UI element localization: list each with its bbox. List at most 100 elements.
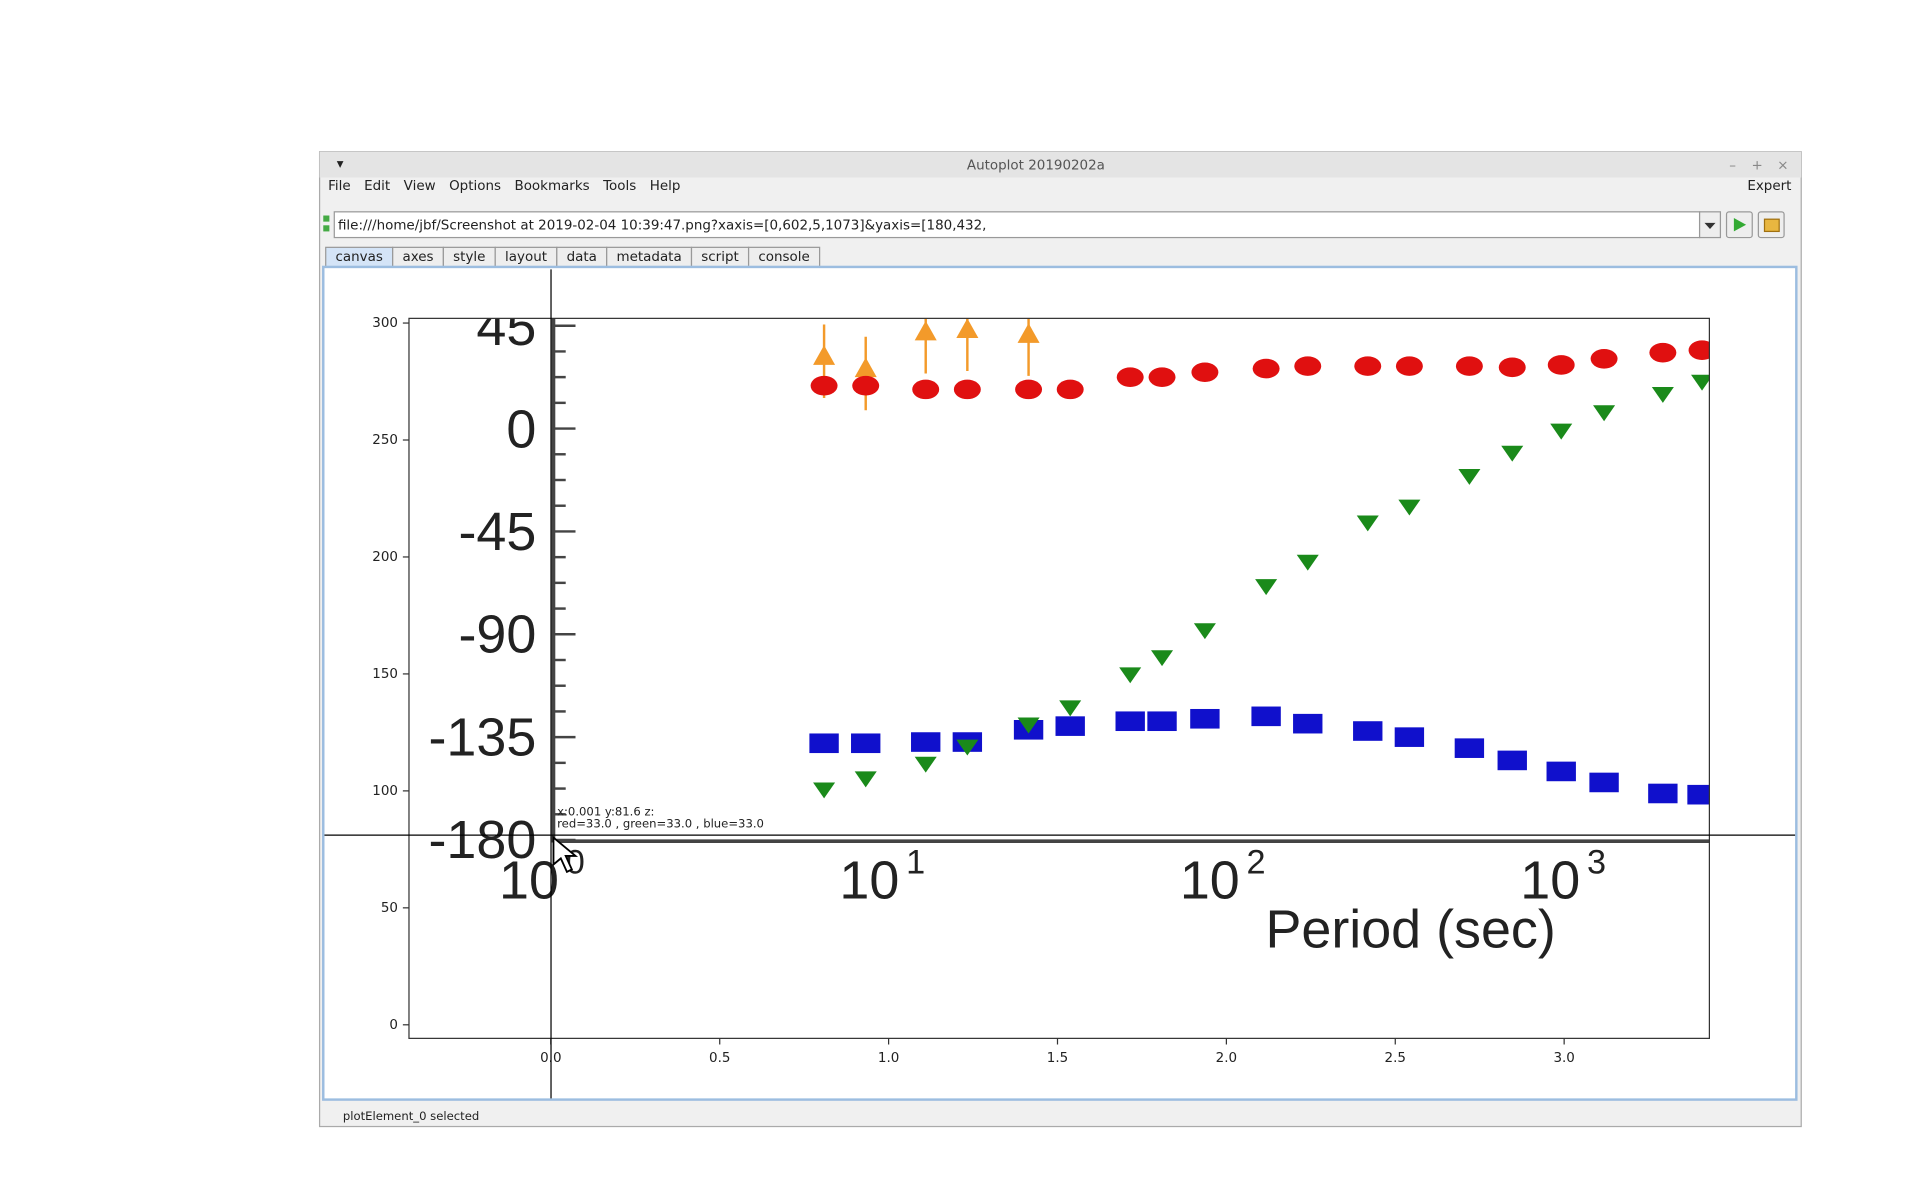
image-marker-blue <box>1353 721 1383 741</box>
close[interactable]: × <box>1777 158 1788 173</box>
image-marker-red <box>1590 348 1618 369</box>
tab-bar: canvas axes style layout data metadata script c… <box>325 246 821 268</box>
address-field[interactable] <box>333 211 1701 239</box>
image-marker-green <box>1059 700 1082 717</box>
tab[interactable]: data <box>556 246 608 268</box>
image-x-label-exp: 3 <box>1587 844 1606 882</box>
image-marker-blue <box>1648 783 1678 804</box>
tab[interactable]: layout <box>494 246 558 268</box>
tab[interactable]: axes <box>392 246 444 268</box>
tab-label: script <box>701 250 739 265</box>
status-bar: plotElement_0 selected <box>343 1109 479 1123</box>
x-tick-label: 1.0 <box>878 1051 899 1066</box>
tab[interactable]: style <box>442 246 496 268</box>
tab-label: canvas <box>336 250 383 265</box>
image-marker-red <box>1395 356 1423 376</box>
tab[interactable]: canvas <box>325 246 394 268</box>
tab-label: style <box>453 250 485 265</box>
image-y-label: -90 <box>458 605 536 665</box>
image-marker-green <box>1593 405 1616 422</box>
image-marker-green <box>1017 717 1040 734</box>
image-marker-orange <box>813 345 836 365</box>
image-marker-blue <box>911 732 941 752</box>
y-tick-label: 300 <box>372 316 398 331</box>
image-marker-blue <box>1589 772 1619 793</box>
image-marker-blue <box>1055 716 1085 736</box>
image-marker-blue <box>1687 784 1710 805</box>
image-marker-red <box>1455 356 1483 376</box>
image-marker-blue <box>851 733 881 754</box>
image-marker-green <box>1398 499 1421 516</box>
image-x-label: 10 <box>499 850 559 910</box>
image-marker-red <box>912 379 940 400</box>
image-marker-red <box>1252 358 1280 379</box>
image-background <box>408 318 1710 1039</box>
y-tick-label: 100 <box>372 784 398 799</box>
window-menu-icon[interactable]: ▾ <box>337 157 344 172</box>
image-marker-blue <box>1190 708 1220 729</box>
menu-item[interactable]: File <box>328 179 351 194</box>
image-x-title: Period (sec) <box>1265 899 1555 959</box>
image-marker-green <box>1651 386 1674 403</box>
image-marker-green <box>956 739 979 756</box>
x-tick-label: 1.5 <box>1047 1051 1068 1066</box>
menu-item[interactable]: Options <box>449 179 501 194</box>
crosshair-rgb: red=33.0 , green=33.0 , blue=33.0 <box>557 817 764 831</box>
tab[interactable]: metadata <box>606 246 693 268</box>
y-tick-label: 50 <box>381 901 398 916</box>
mode-menu[interactable]: Expert <box>1747 179 1791 194</box>
y-tick-label: 0 <box>389 1018 398 1033</box>
image-marker-green <box>1119 667 1142 684</box>
image-marker-blue <box>1497 750 1527 771</box>
image-y-label: -180 <box>429 810 537 870</box>
image-x-label-exp: 2 <box>1247 844 1266 882</box>
menu-item[interactable]: View <box>404 179 436 194</box>
image-marker-green <box>1255 579 1278 596</box>
image-marker-green <box>1151 650 1174 667</box>
image-marker-blue <box>1147 711 1177 732</box>
title-bar <box>319 151 1802 178</box>
image-marker-green <box>1501 445 1524 462</box>
image-marker-red <box>1191 362 1219 383</box>
crosshair-readout: x:0.001 y:81.6 z: <box>557 804 654 818</box>
image-x-label: 10 <box>1520 850 1580 910</box>
tab-label: metadata <box>617 250 682 265</box>
mouse-pointer <box>552 835 579 874</box>
maximize[interactable]: + <box>1752 158 1763 173</box>
image-marker-green <box>1458 468 1481 485</box>
window-title: Autoplot 20190202a <box>967 158 1105 173</box>
menu-item[interactable]: Tools <box>602 179 636 194</box>
x-tick-label: 0.5 <box>709 1051 730 1066</box>
tab[interactable]: console <box>747 246 821 268</box>
image-marker-orange <box>854 357 877 378</box>
image-x-label: 10 <box>1180 850 1240 910</box>
image-marker-red <box>1116 367 1144 387</box>
image-marker-red <box>1547 355 1575 375</box>
x-tick-label: 2.0 <box>1216 1051 1237 1066</box>
image-marker-blue <box>1546 761 1576 782</box>
folder-icon <box>1763 218 1780 233</box>
address-url: file:///home/jbf/Screenshot at 2019-02-0… <box>338 218 986 233</box>
image-y-label: -135 <box>429 707 537 767</box>
image-marker-red <box>1294 356 1322 376</box>
image-marker-blue <box>1454 738 1485 758</box>
image-marker-red <box>953 379 981 400</box>
plot-frame <box>408 317 1710 1039</box>
image-y-label: 45 <box>476 297 536 357</box>
go-icon <box>1733 217 1747 232</box>
menu-item[interactable]: Edit <box>364 179 390 194</box>
menu-item[interactable]: Help <box>650 179 681 194</box>
y-tick-label: 200 <box>372 550 398 565</box>
minimize[interactable]: – <box>1729 158 1736 173</box>
menu-item[interactable]: Bookmarks <box>514 179 589 194</box>
image-y-label: -45 <box>458 502 536 562</box>
image-marker-green <box>1193 623 1216 640</box>
tab[interactable]: script <box>690 246 750 268</box>
image-marker-orange <box>1017 323 1040 343</box>
image-marker-red <box>1354 356 1382 376</box>
image-marker-blue <box>1115 711 1145 732</box>
image-marker-green <box>1691 374 1710 391</box>
